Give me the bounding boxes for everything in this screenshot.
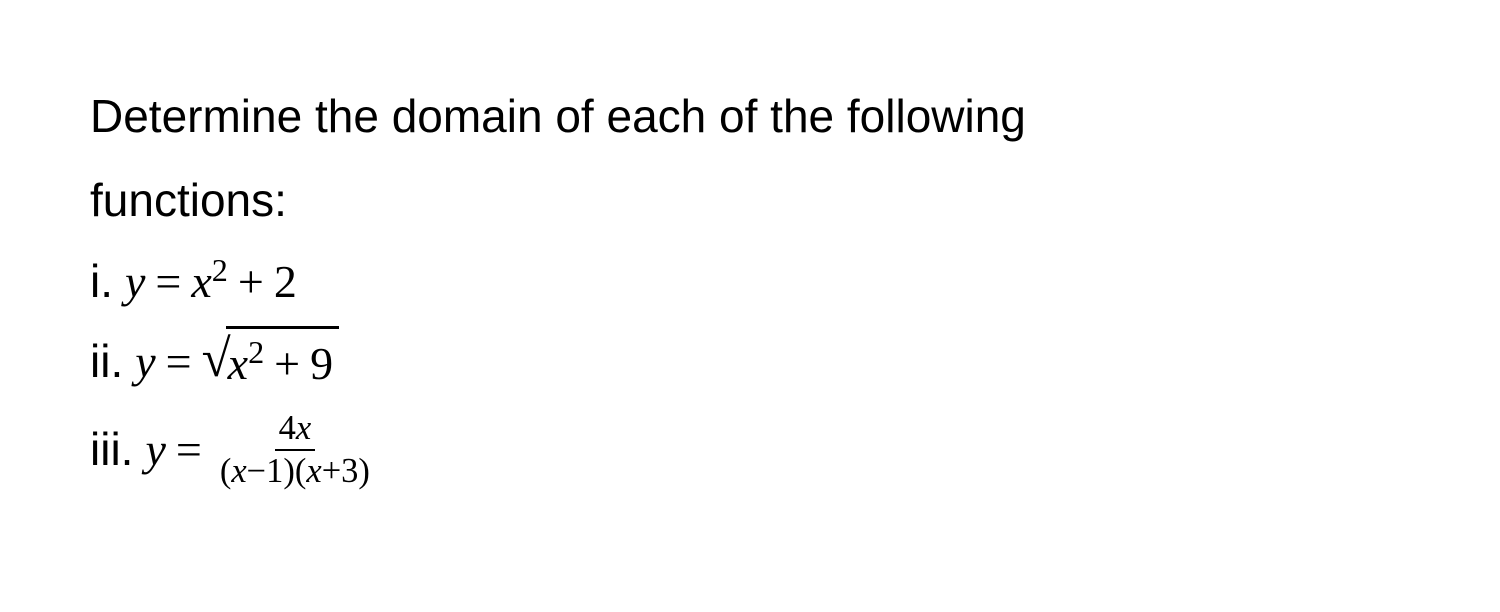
sqrt-body: x2 + 9 <box>226 326 339 398</box>
var-x: x <box>191 247 211 316</box>
coefficient: 4 <box>279 409 296 447</box>
item-ii-label: ii. <box>90 327 123 396</box>
equals-sign: = <box>155 247 181 316</box>
equals-sign: = <box>176 415 202 484</box>
var-y: y <box>145 415 165 484</box>
constant: 9 <box>310 329 333 398</box>
left-paren: ( <box>295 452 307 490</box>
item-i-label: i. <box>90 247 113 316</box>
var-x: x <box>296 409 311 447</box>
var-x: x <box>228 329 248 398</box>
item-iii-label: iii. <box>90 415 133 484</box>
right-paren: ) <box>283 452 295 490</box>
sqrt-icon: √ <box>202 320 231 399</box>
item-ii-equation: y = √ x2 + 9 <box>135 322 339 401</box>
item-iii: iii. y = 4x (x−1)(x+3) <box>90 408 1410 493</box>
exponent: 2 <box>248 328 264 376</box>
var-y: y <box>135 327 155 396</box>
var-y: y <box>125 247 145 316</box>
equals-sign: = <box>166 327 192 396</box>
sqrt-expression: √ x2 + 9 <box>202 322 340 401</box>
var-x: x <box>306 452 321 490</box>
minus-sign: − <box>247 452 266 490</box>
constant: 2 <box>274 247 297 316</box>
right-paren: ) <box>358 452 370 490</box>
constant: 3 <box>341 452 358 490</box>
constant: 1 <box>266 452 283 490</box>
fraction-numerator: 4x <box>275 408 316 451</box>
plus-sign: + <box>322 452 341 490</box>
item-iii-equation: y = 4x (x−1)(x+3) <box>145 408 377 493</box>
left-paren: ( <box>220 452 232 490</box>
fraction: 4x (x−1)(x+3) <box>216 408 374 493</box>
plus-sign: + <box>274 329 300 398</box>
exponent: 2 <box>212 246 228 294</box>
item-i-equation: y = x2 + 2 <box>125 247 297 316</box>
question-line-1: Determine the domain of each of the foll… <box>90 80 1410 154</box>
fraction-denominator: (x−1)(x+3) <box>216 451 374 492</box>
item-ii: ii. y = √ x2 + 9 <box>90 322 1410 401</box>
plus-sign: + <box>238 247 264 316</box>
item-i: i. y = x2 + 2 <box>90 247 1410 316</box>
var-x: x <box>231 452 246 490</box>
question-line-2: functions: <box>90 164 1410 238</box>
